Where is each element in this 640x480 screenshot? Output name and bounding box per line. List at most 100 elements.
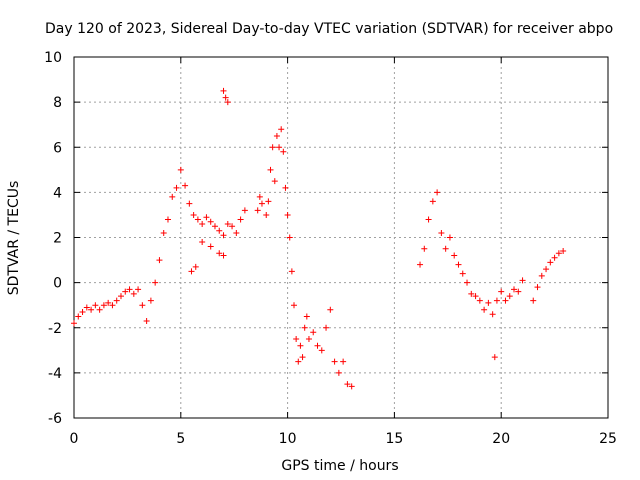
data-point: [303, 313, 310, 320]
y-tick-label: 4: [53, 185, 62, 201]
data-point: [265, 198, 272, 205]
data-point: [237, 216, 244, 223]
data-point: [446, 234, 453, 241]
data-point: [164, 216, 171, 223]
data-point: [417, 261, 424, 268]
data-point: [489, 311, 496, 318]
data-point: [451, 252, 458, 259]
data-point: [92, 302, 99, 309]
y-axis-label: SDTVAR / TECUs: [6, 181, 22, 296]
x-tick-label: 5: [176, 431, 185, 447]
data-point: [105, 299, 112, 306]
axis-ticks: [73, 56, 609, 419]
data-point: [491, 354, 498, 361]
y-tick-label: 10: [44, 50, 62, 66]
data-point: [547, 259, 554, 266]
data-point: [344, 381, 351, 388]
x-tick-label: 0: [70, 431, 79, 447]
data-point: [222, 94, 229, 101]
data-point: [278, 126, 285, 133]
data-point: [258, 200, 265, 207]
data-point: [425, 216, 432, 223]
x-tick-label: 20: [492, 431, 510, 447]
data-point: [152, 279, 159, 286]
y-tick-label: 8: [53, 95, 62, 111]
data-point: [233, 229, 240, 236]
x-axis-label: GPS time / hours: [281, 458, 398, 474]
data-point: [271, 178, 278, 185]
data-point: [220, 232, 227, 239]
data-point: [211, 223, 218, 230]
data-point: [327, 306, 334, 313]
data-point: [203, 214, 210, 221]
data-point: [498, 288, 505, 295]
data-point: [429, 198, 436, 205]
y-tick-label: -2: [48, 321, 62, 337]
data-point: [126, 286, 133, 293]
data-point: [113, 297, 120, 304]
y-tick-label: 0: [53, 276, 62, 292]
data-point: [421, 245, 428, 252]
data-point: [323, 324, 330, 331]
data-point: [534, 284, 541, 291]
data-point: [220, 87, 227, 94]
data-point: [485, 299, 492, 306]
data-point: [543, 266, 550, 273]
data-point: [194, 216, 201, 223]
data-point: [481, 306, 488, 313]
data-point: [348, 383, 355, 390]
data-point: [273, 132, 280, 139]
data-point: [318, 347, 325, 354]
data-point: [224, 220, 231, 227]
data-point: [438, 229, 445, 236]
data-point: [519, 277, 526, 284]
data-point: [269, 144, 276, 151]
data-point: [71, 320, 77, 327]
data-point: [555, 250, 562, 257]
data-point: [199, 220, 206, 227]
data-point: [263, 211, 270, 218]
data-point: [286, 234, 293, 241]
data-point: [160, 229, 167, 236]
grid-lines: [74, 57, 608, 418]
data-point: [169, 193, 176, 200]
data-point: [117, 293, 124, 300]
data-point: [143, 317, 150, 324]
data-point: [207, 218, 214, 225]
data-point: [177, 166, 184, 173]
data-point: [442, 245, 449, 252]
data-point: [434, 189, 441, 196]
data-point: [241, 207, 248, 214]
data-point: [331, 358, 338, 365]
data-point: [295, 358, 302, 365]
data-point: [530, 297, 537, 304]
data-point: [122, 288, 129, 295]
data-point: [182, 182, 189, 189]
x-tick-label: 25: [599, 431, 617, 447]
data-point: [282, 184, 289, 191]
data-point: [560, 248, 567, 255]
data-point: [109, 302, 116, 309]
data-point: [267, 166, 274, 173]
data-point: [186, 200, 193, 207]
data-point: [83, 304, 90, 311]
data-point: [506, 293, 513, 300]
y-tick-label: 6: [53, 140, 62, 156]
data-point: [156, 257, 163, 264]
data-point: [301, 324, 308, 331]
data-point: [173, 184, 180, 191]
data-point: [468, 290, 475, 297]
data-point: [192, 263, 199, 270]
data-point: [207, 243, 214, 250]
data-point: [100, 302, 107, 309]
data-point: [135, 286, 142, 293]
data-point: [515, 288, 522, 295]
data-point: [190, 211, 197, 218]
data-point: [256, 193, 263, 200]
data-point: [464, 279, 471, 286]
data-point: [88, 306, 95, 313]
data-point: [459, 270, 466, 277]
data-point: [476, 297, 483, 304]
data-point: [511, 286, 518, 293]
